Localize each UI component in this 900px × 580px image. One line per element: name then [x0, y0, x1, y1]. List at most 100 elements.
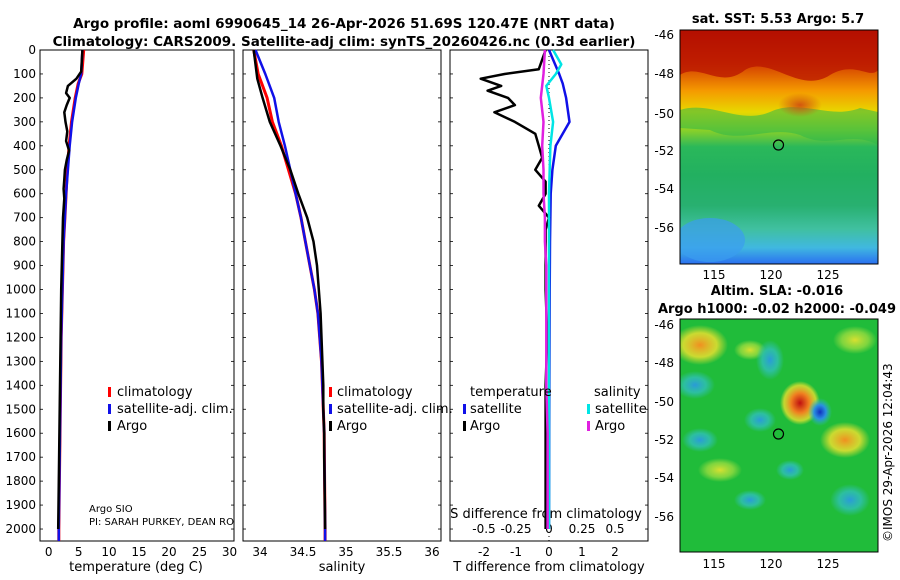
legend-title-salinity: salinity: [594, 385, 641, 400]
sal-tick: 34.5: [290, 545, 317, 559]
sla-low: [734, 490, 766, 510]
figure-title-line1: Argo profile: aoml 6990645_14 26-Apr-202…: [73, 16, 615, 32]
depth-tick: 100: [13, 67, 36, 81]
lat-tick: -50: [654, 107, 674, 121]
depth-tick: 1900: [5, 498, 36, 512]
sla-high: [698, 458, 742, 482]
depth-tick: 1400: [5, 378, 36, 392]
depth-tick: 2000: [5, 522, 36, 536]
diff-tick: -2: [478, 545, 490, 559]
sla-map-frame: [679, 318, 879, 553]
sst-cold-patch: [680, 218, 745, 262]
depth-tick: 400: [13, 139, 36, 153]
sla-low: [830, 484, 870, 516]
sdiff-tick: -0.25: [500, 522, 531, 536]
figure-title-line2: Climatology: CARS2009. Satellite-adj cli…: [53, 34, 636, 50]
temp-tick: 15: [131, 545, 146, 559]
sal-tick: 36: [424, 545, 439, 559]
legend-label: satellite: [595, 402, 647, 417]
legend-label: satellite-adj. clim.: [337, 402, 453, 417]
depth-tick: 500: [13, 163, 36, 177]
temp-tick: 30: [222, 545, 237, 559]
depth-tick: 0: [28, 43, 36, 57]
temp-tick: 20: [161, 545, 176, 559]
sal-tick: 34: [252, 545, 267, 559]
sla-map-title-line2: Argo h1000: -0.02 h2000: -0.049: [658, 302, 896, 317]
sst-map-title: sat. SST: 5.53 Argo: 5.7: [692, 12, 864, 27]
lon-tick: 120: [760, 557, 783, 571]
salinity-satellite-line: [254, 49, 327, 541]
argo-credit-line1: Argo SIO: [89, 504, 133, 515]
sdiff-tick: -0.5: [472, 522, 495, 536]
depth-axis: 0 100 200 300 400 500 600 700 800 900 1000 1100 1200…: [5, 43, 36, 536]
salinity-xlabel: salinity: [319, 560, 366, 575]
sst-map: [680, 30, 878, 264]
lat-tick: -52: [654, 433, 674, 447]
legend-swatch-satellite: [329, 404, 332, 414]
sla-low: [744, 408, 776, 432]
lon-tick: 120: [760, 268, 783, 282]
depth-tick: 1300: [5, 354, 36, 368]
lat-tick: -46: [654, 318, 674, 332]
sla-high: [680, 325, 728, 365]
temperature-legend: climatology satellite-adj. clim. Argo: [108, 385, 233, 434]
sdiff-tick: 0.5: [605, 522, 624, 536]
depth-tick: 700: [13, 211, 36, 225]
temp-tick: 5: [75, 545, 83, 559]
legend-label: Argo: [117, 419, 147, 434]
legend-swatch-climatology: [329, 387, 332, 397]
lat-tick: -50: [654, 395, 674, 409]
temp-tick: 0: [45, 545, 53, 559]
legend-swatch-argo: [329, 421, 332, 431]
depth-tick: 1200: [5, 330, 36, 344]
sla-low: [680, 371, 715, 399]
diff-tick: 2: [611, 545, 619, 559]
salinity-legend: climatology satellite-adj. clim. Argo: [329, 385, 453, 434]
legend-swatch-sal-argo: [587, 421, 590, 431]
legend-swatch-temp-argo: [463, 421, 466, 431]
salinity-argo-line: [252, 49, 327, 530]
argo-credit-line2: PI: SARAH PURKEY, DEAN RO: [89, 517, 234, 528]
depth-tick: 1500: [5, 402, 36, 416]
temperature-xlabel: temperature (deg C): [69, 560, 203, 575]
temperature-panel-frame: [39, 49, 235, 542]
lon-tick: 115: [703, 557, 726, 571]
diff-tick: 0: [545, 545, 553, 559]
lat-tick: -48: [654, 67, 674, 81]
depth-tick: 1000: [5, 283, 36, 297]
sla-low: [756, 340, 784, 380]
sla-xticks: 115 120 125: [703, 557, 840, 571]
lat-tick: -54: [654, 471, 674, 485]
legend-title-temperature: temperature: [470, 385, 552, 400]
legend-label: Argo: [337, 419, 367, 434]
temp-tick: 25: [192, 545, 207, 559]
imos-stamp: ©IMOS 29-Apr-2026 12:04:43: [881, 363, 895, 542]
salinity-diff-argo-line: [539, 49, 549, 529]
panel-tick-marks: [40, 49, 648, 530]
lon-tick: 115: [703, 268, 726, 282]
sal-tick: 35: [338, 545, 353, 559]
depth-tick: 800: [13, 235, 36, 249]
lat-tick: -56: [654, 221, 674, 235]
sdiff-tick: 0.25: [569, 522, 596, 536]
lon-tick: 125: [817, 557, 840, 571]
float-position-marker: [772, 139, 785, 151]
difference-xticks: -2 -1 0 1 2: [478, 545, 619, 559]
depth-tick: 1600: [5, 426, 36, 440]
sla-map: [680, 319, 878, 552]
legend-swatch-argo: [108, 421, 111, 431]
depth-tick: 1700: [5, 450, 36, 464]
sal-tick: 35.5: [376, 545, 403, 559]
legend-label: satellite: [470, 402, 522, 417]
lat-tick: -56: [654, 510, 674, 524]
diff-tick: -1: [510, 545, 522, 559]
salinity-series: [252, 49, 327, 541]
lat-tick: -54: [654, 182, 674, 196]
legend-label: climatology: [337, 385, 413, 400]
sla-low: [808, 398, 832, 426]
sla-low: [776, 460, 804, 480]
difference-series: [479, 49, 571, 530]
lon-tick: 125: [817, 268, 840, 282]
sst-front: [680, 107, 878, 145]
